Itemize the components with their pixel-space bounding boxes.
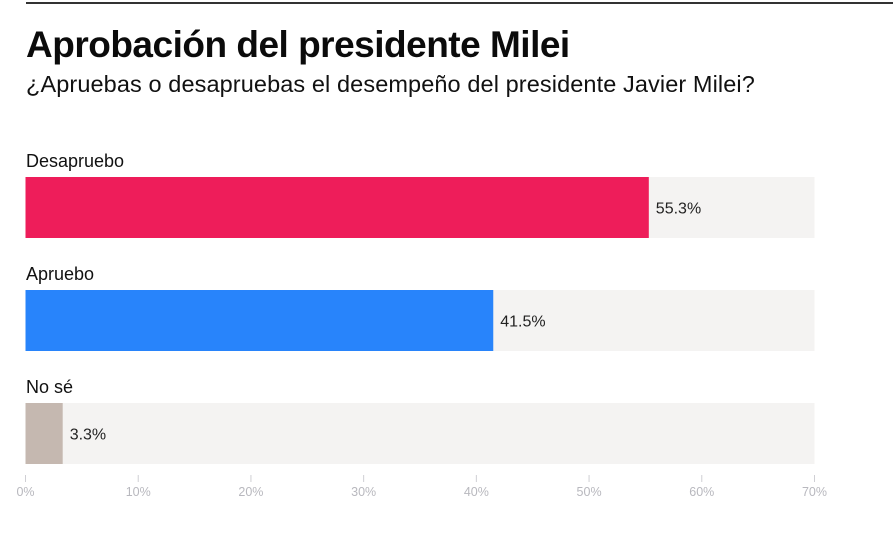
bar-1 bbox=[25, 290, 494, 351]
x-tick-label: 40% bbox=[464, 485, 489, 499]
x-tick-label: 60% bbox=[689, 485, 714, 499]
bar-track bbox=[25, 403, 815, 464]
chart-title: Aprobación del presidente Milei bbox=[26, 24, 570, 65]
x-tick-label: 10% bbox=[126, 485, 151, 499]
category-label: Desapruebo bbox=[26, 151, 124, 171]
bar-2 bbox=[25, 403, 63, 464]
x-tick-label: 30% bbox=[351, 485, 376, 499]
value-label: 3.3% bbox=[70, 427, 106, 444]
category-label: Apruebo bbox=[26, 264, 94, 284]
x-tick-label: 50% bbox=[577, 485, 602, 499]
x-tick-label: 20% bbox=[238, 485, 263, 499]
value-label: 41.5% bbox=[500, 314, 545, 331]
bar-0 bbox=[25, 177, 649, 238]
chart-subtitle: ¿Apruebas o desapruebas el desempeño del… bbox=[26, 71, 755, 97]
x-tick-label: 0% bbox=[16, 485, 34, 499]
category-label: No sé bbox=[26, 377, 73, 397]
x-tick-label: 70% bbox=[802, 485, 827, 499]
top-rule bbox=[26, 2, 893, 4]
value-label: 55.3% bbox=[656, 201, 701, 218]
